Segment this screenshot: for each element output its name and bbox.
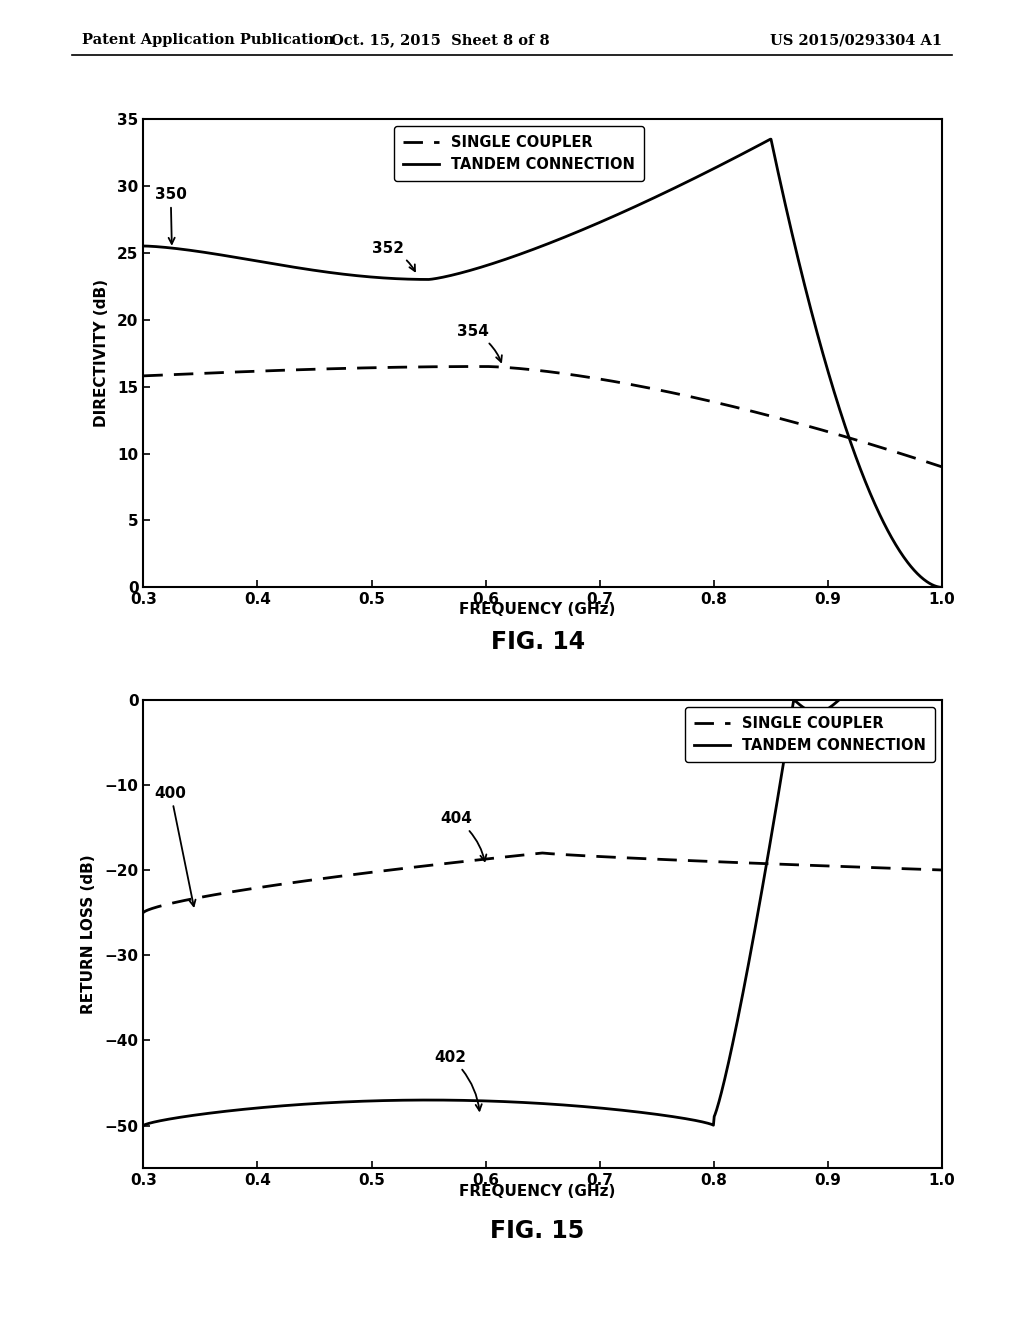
- Text: Oct. 15, 2015  Sheet 8 of 8: Oct. 15, 2015 Sheet 8 of 8: [331, 33, 550, 48]
- Text: 404: 404: [440, 810, 486, 861]
- Text: 352: 352: [372, 240, 415, 271]
- Y-axis label: DIRECTIVITY (dB): DIRECTIVITY (dB): [94, 279, 109, 428]
- Text: US 2015/0293304 A1: US 2015/0293304 A1: [770, 33, 942, 48]
- Text: 402: 402: [434, 1049, 481, 1110]
- Text: 354: 354: [457, 323, 502, 362]
- Text: FREQUENCY (GHz): FREQUENCY (GHz): [460, 1184, 615, 1199]
- Text: 350: 350: [155, 187, 186, 244]
- Y-axis label: RETURN LOSS (dB): RETURN LOSS (dB): [81, 854, 96, 1014]
- Text: Patent Application Publication: Patent Application Publication: [82, 33, 334, 48]
- Text: FIG. 14: FIG. 14: [490, 631, 585, 655]
- Legend: SINGLE COUPLER, TANDEM CONNECTION: SINGLE COUPLER, TANDEM CONNECTION: [394, 127, 643, 181]
- Text: 400: 400: [155, 785, 196, 907]
- Text: FREQUENCY (GHz): FREQUENCY (GHz): [460, 602, 615, 616]
- Text: FIG. 15: FIG. 15: [490, 1220, 585, 1243]
- Legend: SINGLE COUPLER, TANDEM CONNECTION: SINGLE COUPLER, TANDEM CONNECTION: [685, 708, 935, 762]
